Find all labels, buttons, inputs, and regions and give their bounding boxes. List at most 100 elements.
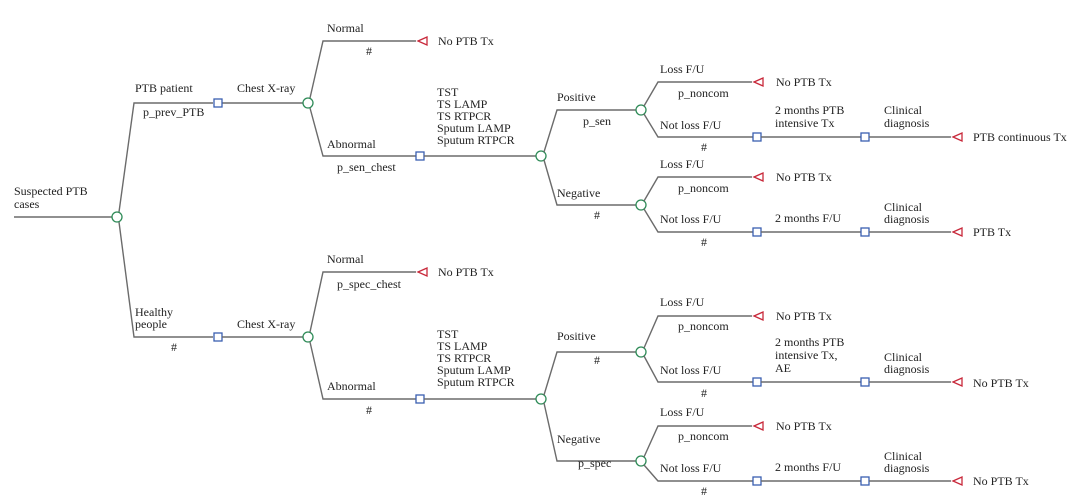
node-label: AE: [775, 361, 791, 375]
node-label: 2 months F/U: [775, 211, 841, 225]
node-label: Loss F/U: [660, 157, 705, 171]
decision-node: [752, 227, 762, 237]
chance-node: [635, 346, 647, 358]
tree-branch: [643, 113, 753, 138]
node-label: #: [594, 353, 600, 367]
node-label: #: [701, 140, 707, 154]
tree-branch: [309, 271, 416, 333]
decision-node: [213, 98, 223, 108]
tree-branch: [309, 40, 416, 99]
tree-branch: [643, 315, 752, 349]
prob-label: p_sen: [583, 114, 611, 128]
positive-label: Positive: [557, 90, 596, 104]
prob-label: p_sen_chest: [337, 160, 396, 174]
node-label: 2 months PTB: [775, 335, 844, 349]
terminal-node: [752, 171, 764, 183]
branch-healthy: [118, 221, 213, 338]
node-label: PTB Tx: [973, 225, 1011, 239]
node-label: No PTB Tx: [776, 75, 832, 89]
node-label: Sputum LAMP: [437, 121, 511, 135]
tree-branch: [543, 109, 636, 153]
node-label: Positive: [557, 329, 596, 343]
ptb-patient-subtree: PTB patient p_prev_PTB Chest X-ray Norma…: [135, 21, 1067, 249]
node-label: 2 months PTB: [775, 103, 844, 117]
node-label: intensive Tx: [775, 116, 834, 130]
terminal-node: [951, 226, 963, 238]
node-label: Clinical: [884, 200, 923, 214]
tree-branch: [309, 341, 416, 400]
decision-node: [860, 377, 870, 387]
node-label: No PTB Tx: [973, 474, 1029, 488]
root-label-1: Suspected PTB: [14, 184, 88, 198]
root: Suspected PTB cases: [14, 102, 213, 338]
node-label: PTB continuous Tx: [973, 130, 1067, 144]
decision-node: [860, 227, 870, 237]
node-label: people: [135, 317, 167, 331]
node-label: 2 months F/U: [775, 460, 841, 474]
node-label: Clinical: [884, 449, 923, 463]
test-list: TST TS LAMP TS RTPCR Sputum LAMP Sputum …: [437, 85, 515, 147]
terminal-node: [951, 131, 963, 143]
node-label: p_spec: [578, 456, 611, 470]
abnormal-label: Abnormal: [327, 137, 376, 151]
normal-label: Normal: [327, 21, 364, 35]
chance-node-test: [535, 150, 547, 162]
prob-label: #: [366, 44, 372, 58]
terminal-node: [416, 35, 428, 47]
chance-node: [302, 97, 314, 109]
node-label: Loss F/U: [660, 405, 705, 419]
tree-branch: [643, 425, 752, 458]
branch-label: PTB patient: [135, 81, 193, 95]
healthy-people-subtree: Healthy people # Chest X-ray Normal p_sp…: [135, 252, 1029, 498]
node-label: diagnosis: [884, 212, 930, 226]
node-label: No PTB Tx: [973, 376, 1029, 390]
node-label: intensive Tx,: [775, 348, 837, 362]
node-label: p_noncom: [678, 429, 729, 443]
decision-node: [415, 151, 425, 161]
terminal-node: [752, 76, 764, 88]
chance-node: [635, 104, 647, 116]
tree-branch: [643, 355, 753, 383]
node-label: #: [594, 208, 600, 222]
node-label: #: [171, 340, 177, 354]
tree-branch: [543, 402, 636, 462]
node-label: Sputum LAMP: [437, 363, 511, 377]
node-label: TS LAMP: [437, 97, 488, 111]
node-label: TS RTPCR: [437, 109, 491, 123]
decision-node: [415, 394, 425, 404]
tree-branch: [643, 208, 753, 233]
node-label: #: [701, 235, 707, 249]
node-label: TST: [437, 327, 459, 341]
negative-label: Negative: [557, 186, 600, 200]
node-label: diagnosis: [884, 362, 930, 376]
node-label: Clinical: [884, 103, 923, 117]
decision-node: [213, 332, 223, 342]
chance-node-root: [111, 211, 123, 223]
node-label: diagnosis: [884, 116, 930, 130]
node-label: No PTB Tx: [776, 419, 832, 433]
terminal-node: [752, 310, 764, 322]
node-label: TST: [437, 85, 459, 99]
node-label: #: [701, 386, 707, 400]
decision-node: [752, 476, 762, 486]
chance-node: [635, 199, 647, 211]
node-label: Not loss F/U: [660, 118, 722, 132]
node-label: No PTB Tx: [776, 170, 832, 184]
decision-node: [860, 132, 870, 142]
tree-branch: [543, 351, 636, 396]
node-label: Clinical: [884, 350, 923, 364]
node-label: p_noncom: [678, 86, 729, 100]
node-label: Sputum RTPCR: [437, 133, 515, 147]
node-label: No PTB Tx: [776, 309, 832, 323]
terminal-node: [951, 376, 963, 388]
node-label: Normal: [327, 252, 364, 266]
node-label: TS RTPCR: [437, 351, 491, 365]
node-label: p_spec_chest: [337, 277, 402, 291]
terminal-node: [416, 266, 428, 278]
node-label: TS LAMP: [437, 339, 488, 353]
node-label: Not loss F/U: [660, 212, 722, 226]
root-label-2: cases: [14, 197, 40, 211]
chance-node: [302, 331, 314, 343]
node-label: p_noncom: [678, 319, 729, 333]
